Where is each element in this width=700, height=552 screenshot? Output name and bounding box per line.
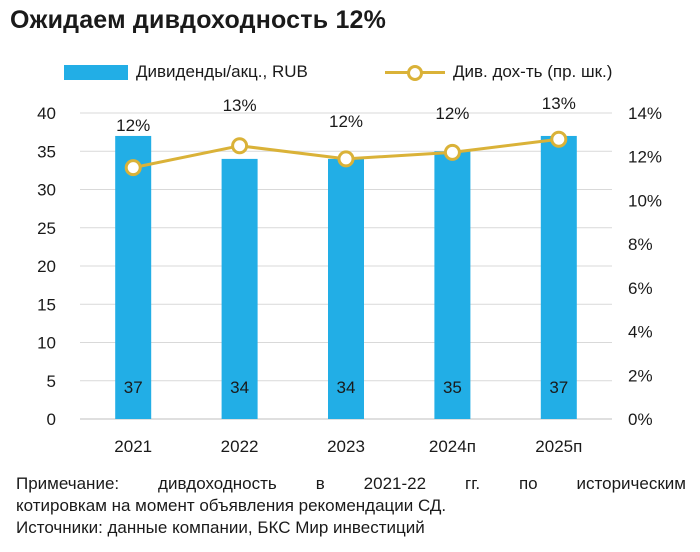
- x-tick-label: 2022: [221, 437, 259, 456]
- yield-value-label: 12%: [435, 104, 469, 123]
- x-tick-label: 2021: [114, 437, 152, 456]
- y-right-tick-label: 2%: [628, 366, 653, 385]
- bar-value-label: 37: [124, 378, 143, 397]
- yield-point: [337, 150, 355, 168]
- yield-point: [443, 143, 461, 161]
- combo-chart: 0 5 10 15 20 25 30 35 40 0% 2% 4% 6% 8% 10% 12% 14% 37 34 3…: [37, 94, 662, 456]
- x-tick-label: 2024п: [429, 437, 476, 456]
- y-right-tick-label: 14%: [628, 104, 662, 123]
- bar-dividend: [434, 151, 471, 419]
- y-right-tick-label: 6%: [628, 279, 653, 298]
- y-right-tick-label: 8%: [628, 235, 653, 254]
- yield-point: [550, 130, 568, 148]
- bar-dividend: [221, 158, 258, 419]
- legend-item-dividends: Дивиденды/акц., RUB: [64, 62, 308, 82]
- chart-title: Ожидаем дивдоходность 12%: [10, 6, 387, 34]
- bar-value-label: 34: [230, 378, 249, 397]
- yield-point: [124, 159, 142, 177]
- x-tick-label: 2023: [327, 437, 365, 456]
- yield-value-label: 12%: [116, 116, 150, 135]
- y-left-tick-label: 30: [37, 181, 56, 200]
- yield-value-label: 12%: [329, 112, 363, 131]
- x-tick-label: 2025п: [535, 437, 582, 456]
- chart-notes: Примечание: дивдоходность в 2021-22 гг. …: [16, 473, 686, 539]
- legend-item-yield: Див. дох-ть (пр. шк.): [385, 62, 612, 82]
- y-right-tick-label: 10%: [628, 191, 662, 210]
- bar-dividend: [540, 135, 577, 419]
- y-left-tick-label: 15: [37, 295, 56, 314]
- bar-dividend: [115, 135, 152, 419]
- legend-label-dividends: Дивиденды/акц., RUB: [136, 62, 308, 81]
- y-left-tick-label: 0: [47, 410, 56, 429]
- yield-value-label: 13%: [542, 94, 576, 113]
- y-left-tick-label: 25: [37, 219, 56, 238]
- legend-line-swatch: [385, 64, 445, 81]
- y-right-tick-label: 0%: [628, 410, 653, 429]
- y-left-tick-label: 20: [37, 257, 56, 276]
- note-line-1: Примечание: дивдоходность в 2021-22 гг. …: [16, 474, 686, 493]
- bar-value-label: 37: [549, 378, 568, 397]
- y-right-tick-label: 12%: [628, 148, 662, 167]
- yield-value-label: 13%: [223, 96, 257, 115]
- y-right-tick-label: 4%: [628, 323, 653, 342]
- yield-point: [231, 137, 249, 155]
- note-line-2: котировкам на момент объявления рекоменд…: [16, 496, 447, 515]
- y-left-tick-label: 40: [37, 104, 56, 123]
- y-left-tick-label: 35: [37, 142, 56, 161]
- y-left-tick-label: 5: [47, 372, 56, 391]
- legend: Дивиденды/акц., RUB Див. дох-ть (пр. шк.…: [0, 62, 700, 86]
- bar-value-label: 35: [443, 378, 462, 397]
- note-line-3: Источники: данные компании, БКС Мир инве…: [16, 518, 425, 537]
- legend-label-yield: Див. дох-ть (пр. шк.): [453, 62, 613, 81]
- legend-bar-swatch: [64, 64, 128, 80]
- bar-dividend: [328, 158, 364, 419]
- y-left-tick-label: 10: [37, 334, 56, 353]
- bar-value-label: 34: [337, 378, 356, 397]
